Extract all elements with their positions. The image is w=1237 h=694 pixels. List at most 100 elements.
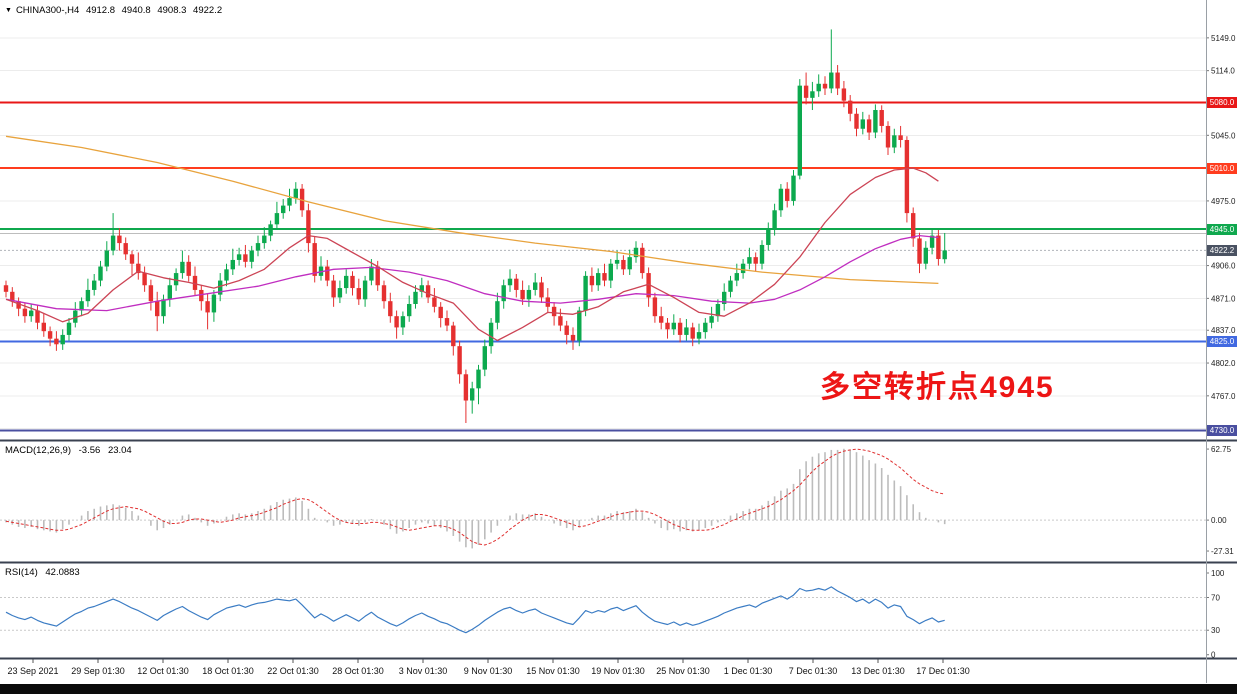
candle-body bbox=[892, 135, 897, 148]
axis-tick-label: 4906.0 bbox=[1211, 262, 1236, 271]
candle-body bbox=[835, 72, 840, 89]
candle-body bbox=[810, 91, 815, 98]
macd-main-value: -3.56 bbox=[78, 445, 101, 456]
axis-tick-label: 4802.0 bbox=[1211, 359, 1236, 368]
ohlc-close: 4922.2 bbox=[193, 5, 223, 16]
candle-body bbox=[671, 322, 676, 330]
current-price-tag: 4922.2 bbox=[1207, 244, 1237, 256]
price-axis-ticks[interactable]: 5149.0 5114.0 5045.0 4975.0 4906.0 4871.0 4837… bbox=[1206, 34, 1236, 660]
candle-body bbox=[722, 291, 727, 304]
candle-body bbox=[911, 213, 916, 239]
axis-tick-label: 62.75 bbox=[1211, 445, 1232, 454]
candle-body bbox=[917, 238, 922, 264]
candle-body bbox=[539, 282, 544, 298]
candle-body bbox=[211, 294, 217, 313]
annotation-text: 多空转折点4945 bbox=[820, 371, 1055, 404]
candle-body bbox=[255, 243, 261, 251]
candle-body bbox=[463, 374, 469, 401]
horizontal-level-lines[interactable] bbox=[0, 101, 1206, 432]
candle-body bbox=[243, 254, 248, 262]
candle-body bbox=[564, 325, 569, 335]
candle-body bbox=[533, 282, 538, 290]
candle-body bbox=[205, 301, 210, 313]
candle-body bbox=[344, 275, 349, 289]
candle-body bbox=[3, 285, 9, 292]
candle-body bbox=[640, 247, 645, 274]
candle-body bbox=[161, 299, 166, 317]
time-tick-label: 9 Nov 01:30 bbox=[464, 666, 513, 676]
macd-signal-value: 23.04 bbox=[107, 445, 132, 456]
candle-body bbox=[306, 210, 311, 244]
candle-body bbox=[923, 247, 928, 264]
candle-body bbox=[29, 310, 34, 317]
candle-body bbox=[885, 125, 891, 148]
candle-body bbox=[696, 332, 702, 339]
axis-tick-label: 100 bbox=[1211, 569, 1225, 578]
candle-body bbox=[155, 301, 160, 317]
candle-body bbox=[400, 316, 406, 328]
candle-body bbox=[476, 369, 481, 389]
candle-body bbox=[596, 273, 601, 286]
candle-body bbox=[249, 250, 254, 262]
time-tick-label: 29 Sep 01:30 bbox=[71, 666, 125, 676]
axis-tick-label: 5045.0 bbox=[1211, 131, 1236, 140]
candlestick-series bbox=[3, 29, 947, 424]
candle-body bbox=[904, 140, 910, 214]
candle-body bbox=[350, 275, 355, 289]
candle-body bbox=[325, 266, 330, 281]
candle-body bbox=[407, 303, 412, 317]
candle-body bbox=[854, 113, 859, 129]
axis-tick-label: 4767.0 bbox=[1211, 392, 1236, 401]
candle-body bbox=[73, 310, 78, 323]
candle-body bbox=[451, 325, 456, 347]
candle-body bbox=[734, 273, 739, 281]
candle-body bbox=[22, 308, 28, 317]
candle-body bbox=[381, 285, 387, 302]
candle-body bbox=[98, 266, 103, 281]
candle-body bbox=[841, 88, 847, 101]
candle-body bbox=[337, 288, 343, 298]
candle-body bbox=[432, 297, 437, 307]
candle-body bbox=[173, 273, 179, 286]
candle-body bbox=[444, 318, 450, 326]
candle-body bbox=[778, 188, 784, 211]
candle-body bbox=[690, 327, 695, 339]
candle-body bbox=[873, 110, 878, 133]
candle-body bbox=[92, 280, 97, 290]
ohlc-high: 4940.8 bbox=[121, 5, 151, 16]
candle-body bbox=[829, 72, 834, 89]
candle-body bbox=[488, 322, 494, 347]
candle-body bbox=[180, 261, 185, 274]
ohlc-low: 4908.3 bbox=[157, 5, 187, 16]
candle-body bbox=[646, 273, 651, 298]
time-tick-label: 28 Oct 01:30 bbox=[332, 666, 384, 676]
candle-body bbox=[665, 322, 670, 330]
candle-body bbox=[633, 247, 639, 258]
candle-body bbox=[369, 266, 374, 281]
time-axis[interactable]: 23 Sep 2021 29 Sep 01:30 12 Oct 01:30 18 Oc… bbox=[7, 659, 970, 676]
candle-body bbox=[262, 235, 267, 244]
time-tick-label: 19 Nov 01:30 bbox=[591, 666, 645, 676]
candle-body bbox=[715, 303, 721, 317]
candle-body bbox=[677, 322, 683, 335]
candle-body bbox=[236, 254, 242, 260]
ma-slow-line bbox=[5, 135, 939, 285]
candle-body bbox=[47, 331, 53, 339]
candle-body bbox=[520, 289, 525, 300]
candle-body bbox=[186, 261, 191, 276]
candle-body bbox=[495, 301, 500, 323]
symbol-dropdown-icon[interactable]: ▼ bbox=[5, 7, 12, 14]
candle-body bbox=[898, 135, 903, 141]
candle-body bbox=[514, 278, 519, 290]
candle-body bbox=[866, 119, 872, 133]
candle-body bbox=[79, 301, 84, 311]
candle-body bbox=[501, 285, 506, 302]
candle-body bbox=[860, 119, 865, 129]
time-tick-label: 7 Dec 01:30 bbox=[789, 666, 838, 676]
candle-body bbox=[526, 289, 532, 300]
macd-histogram bbox=[5, 448, 946, 549]
time-tick-label: 23 Sep 2021 bbox=[7, 666, 58, 676]
macd-signal-line bbox=[5, 448, 945, 546]
